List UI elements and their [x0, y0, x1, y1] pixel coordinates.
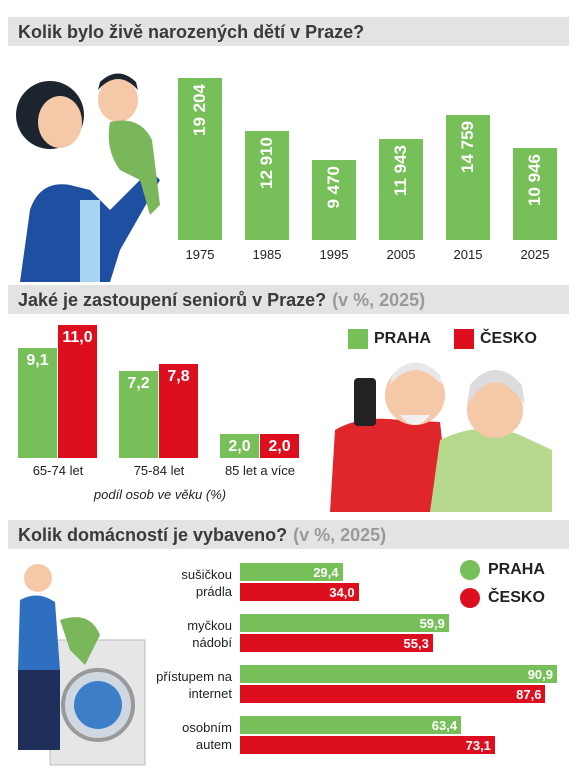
- value-label: 29,4: [313, 565, 339, 580]
- value-label: 7,2: [127, 374, 150, 392]
- value-label: 87,6: [516, 687, 542, 702]
- x-tick-label: 65-74 let: [32, 463, 84, 478]
- value-label: 7,8: [167, 367, 190, 385]
- bar: 11 943: [379, 139, 423, 240]
- bar: 29,4: [240, 563, 343, 581]
- bar: 55,3: [240, 634, 433, 652]
- bar: 11,0: [58, 325, 97, 458]
- bar: 87,6: [240, 685, 546, 703]
- value-label: 59,9: [419, 616, 445, 631]
- section-header: Kolik domácností je vybaveno? (v %, 2025): [8, 520, 569, 549]
- section-header: Jaké je zastoupení seniorů v Praze? (v %,…: [8, 285, 569, 314]
- section-title: Jaké je zastoupení seniorů v Praze? (v %,…: [18, 290, 425, 311]
- bar: 2,0: [260, 433, 299, 458]
- bar: 7,2: [119, 370, 158, 458]
- value-label: 34,0: [329, 585, 355, 600]
- value-label: 14 759: [458, 121, 477, 174]
- bar: 90,9: [240, 665, 557, 683]
- bar: 73,1: [240, 736, 495, 754]
- title: Kolik domácností je vybaveno?: [18, 525, 288, 545]
- section-header: Kolik bylo živě narozených dětí v Praze?: [8, 17, 569, 46]
- value-label: 12 910: [257, 137, 276, 190]
- bar: 63,4: [240, 716, 462, 734]
- bar: 19 204: [178, 78, 222, 240]
- legend-swatch: [460, 588, 480, 608]
- legend-swatch: [348, 329, 368, 349]
- bar: 10 946: [513, 147, 557, 240]
- x-tick-label: 2025: [520, 247, 550, 262]
- x-tick-label: 1975: [185, 247, 215, 262]
- x-tick-label: 1995: [319, 247, 349, 262]
- value-label: 11 943: [391, 145, 410, 197]
- bar: 14 759: [446, 115, 490, 240]
- section-title: Kolik domácností je vybaveno? (v %, 2025): [18, 525, 386, 546]
- title: Kolik bylo živě narozených dětí v Praze?: [18, 22, 365, 42]
- legend-label: ČESKO: [480, 330, 537, 347]
- x-tick-label: 75-84 let: [133, 463, 185, 478]
- illustration-seniors: [330, 362, 552, 512]
- x-axis-label: podíl osob ve věku (%): [93, 487, 227, 502]
- legend-swatch: [460, 560, 480, 580]
- subtitle: (v %, 2025): [332, 290, 426, 310]
- bar: 2,0: [220, 433, 259, 458]
- value-label: 10 946: [525, 153, 544, 206]
- category-label: osobním autem: [182, 720, 232, 752]
- bar: 9 470: [312, 160, 356, 240]
- title: Jaké je zastoupení seniorů v Praze?: [18, 290, 327, 310]
- category-label: myčkou nádobí: [187, 618, 232, 650]
- value-label: 2,0: [228, 437, 251, 455]
- value-label: 9 470: [324, 166, 343, 209]
- value-label: 73,1: [465, 738, 491, 753]
- value-label: 11,0: [62, 329, 93, 346]
- category-label: přístupem na internet: [156, 669, 232, 701]
- value-label: 19 204: [190, 84, 209, 136]
- legend-label: PRAHA: [374, 330, 431, 347]
- subtitle: (v %, 2025): [293, 525, 387, 545]
- bar: 34,0: [240, 583, 359, 601]
- x-tick-label: 85 let a více: [224, 463, 296, 478]
- value-label: 90,9: [527, 667, 553, 682]
- bar: 59,9: [240, 614, 449, 632]
- legend-label: PRAHA: [488, 561, 545, 578]
- bar: 9,1: [18, 347, 57, 458]
- legend-swatch: [454, 329, 474, 349]
- x-tick-label: 2015: [453, 247, 483, 262]
- value-label: 9,1: [26, 351, 49, 369]
- bar: 12 910: [245, 131, 289, 240]
- category-label: sušičkou prádla: [181, 567, 232, 599]
- x-tick-label: 2005: [386, 247, 416, 262]
- illustration-mother: [16, 73, 160, 282]
- value-label: 55,3: [403, 636, 429, 651]
- illustration-washing: [18, 564, 146, 766]
- value-label: 2,0: [268, 437, 291, 455]
- x-tick-label: 1985: [252, 247, 282, 262]
- legend-label: ČESKO: [488, 589, 545, 606]
- section-title: Kolik bylo živě narozených dětí v Praze?: [18, 22, 364, 43]
- bar: 7,8: [159, 363, 198, 458]
- value-label: 63,4: [431, 718, 458, 733]
